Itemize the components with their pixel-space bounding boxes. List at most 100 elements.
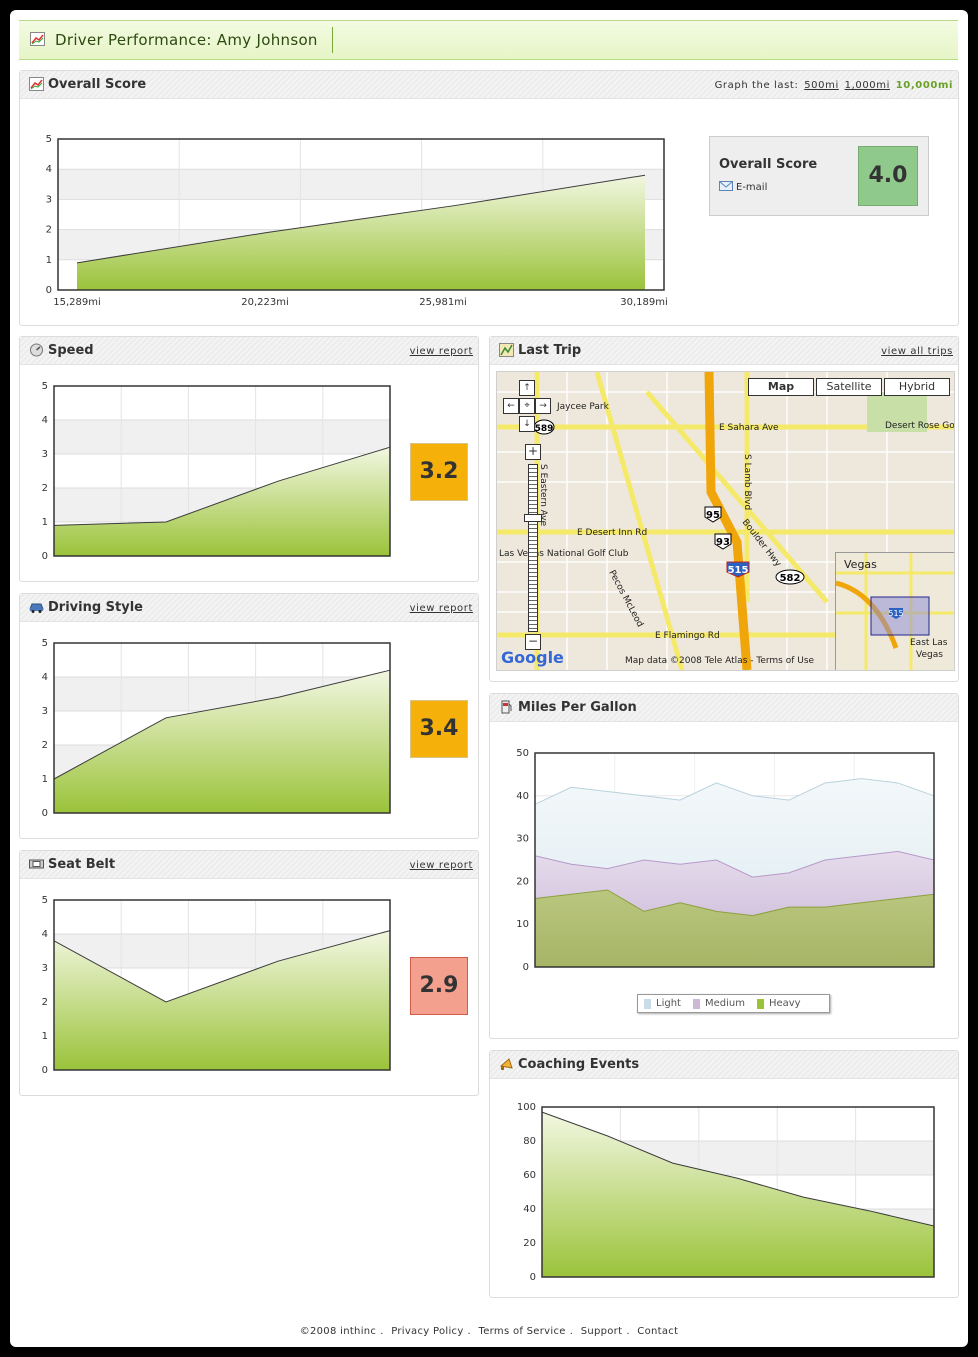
zoom-slider[interactable] xyxy=(528,464,538,632)
svg-text:E Sahara Ave: E Sahara Ave xyxy=(719,423,779,433)
view-report-link[interactable]: view report xyxy=(409,346,473,357)
megaphone-icon xyxy=(499,1058,513,1070)
pan-up-button[interactable]: ↑ xyxy=(519,380,535,396)
panel-title: Last Trip xyxy=(518,343,582,358)
terms-of-service-link[interactable]: Terms of Service xyxy=(478,1326,566,1337)
y-tick-label: 60 xyxy=(523,1170,536,1181)
seat-belt-panel: Seat Belt view report 0 1 2 3 4 5 2.9 xyxy=(19,850,479,1096)
series-line xyxy=(53,669,391,780)
panel-header: Coaching Events xyxy=(490,1051,958,1079)
map-type-hybrid-button[interactable]: Hybrid xyxy=(884,378,950,396)
seat-belt-icon xyxy=(29,859,44,869)
x-tick-label: 20,223mi xyxy=(241,297,289,308)
contact-link[interactable]: Contact xyxy=(637,1326,679,1337)
privacy-policy-link[interactable]: Privacy Policy xyxy=(391,1326,464,1337)
y-tick-label: 40 xyxy=(523,1204,536,1215)
y-tick-label: 0 xyxy=(42,551,48,562)
y-tick-label: 2 xyxy=(42,740,48,751)
graph-range-selector: Graph the last: 500mi 1,000mi 10,000mi xyxy=(715,80,953,91)
map-icon xyxy=(499,343,514,357)
legend-item: Light xyxy=(644,998,681,1009)
panel-title: Miles Per Gallon xyxy=(518,700,637,715)
area-fill xyxy=(542,1112,934,1277)
zoom-slider-handle[interactable] xyxy=(524,514,542,522)
email-link[interactable]: E-mail xyxy=(719,181,767,193)
series-line xyxy=(541,1111,935,1227)
y-tick-label: 3 xyxy=(42,963,48,974)
trip-map[interactable]: 95 93 515 582 589 E Sahara Ave E Desert … xyxy=(496,371,955,671)
y-tick-label: 1 xyxy=(42,1031,48,1042)
plot-frame xyxy=(53,642,391,814)
envelope-icon xyxy=(719,181,733,191)
map-pan-control[interactable]: ↑ ← ⌖ → ↓ xyxy=(503,380,551,432)
page-header: Driver Performance: Amy Johnson xyxy=(19,20,958,60)
map-type-map-button[interactable]: Map xyxy=(748,378,814,396)
panel-title: Driving Style xyxy=(48,600,143,615)
y-tick-label: 20 xyxy=(523,1238,536,1249)
pan-right-button[interactable]: → xyxy=(535,398,551,414)
range-10000mi-link[interactable]: 10,000mi xyxy=(895,80,953,91)
speed-score: 3.2 xyxy=(410,443,468,501)
zoom-in-button[interactable]: + xyxy=(525,444,541,460)
coaching-events-panel: Coaching Events 0 20 40 60 80 100 xyxy=(489,1050,959,1298)
header-divider xyxy=(332,27,333,53)
miles-per-gallon-chart: 0 10 20 30 40 50 xyxy=(516,748,935,973)
car-icon xyxy=(29,603,44,613)
zoom-out-button[interactable]: − xyxy=(525,634,541,650)
page-footer: ©2008 inthinc. Privacy Policy. Terms of … xyxy=(299,1326,679,1337)
panel-header: Overall Score Graph the last: 500mi 1,00… xyxy=(20,71,958,99)
chart-legend: Light Medium Heavy xyxy=(637,994,830,1013)
pan-down-button[interactable]: ↓ xyxy=(519,416,535,432)
email-label: E-mail xyxy=(736,182,768,193)
overall-score-value: 4.0 xyxy=(858,146,918,206)
y-tick-label: 4 xyxy=(42,415,48,426)
speed-chart: 0 1 2 3 4 5 xyxy=(42,381,391,562)
svg-text:Desert Rose Golf Course: Desert Rose Golf Course xyxy=(885,421,954,431)
view-report-link[interactable]: view report xyxy=(409,603,473,614)
range-500mi-link[interactable]: 500mi xyxy=(804,80,839,91)
y-tick-label: 4 xyxy=(42,672,48,683)
overview-map[interactable]: 515 Vegas East Las Vegas xyxy=(835,552,954,670)
y-tick-label: 3 xyxy=(42,449,48,460)
plot-frame xyxy=(541,1106,935,1278)
pan-left-button[interactable]: ← xyxy=(503,398,519,414)
area-fill xyxy=(77,175,645,290)
y-tick-label: 0 xyxy=(42,808,48,819)
y-tick-label: 5 xyxy=(42,895,48,906)
series-line-heavy xyxy=(534,889,935,917)
area-fill xyxy=(54,670,390,813)
y-tick-label: 1 xyxy=(42,517,48,528)
y-tick-label: 10 xyxy=(516,919,529,930)
pan-center-button[interactable]: ⌖ xyxy=(519,398,535,414)
y-tick-label: 3 xyxy=(42,706,48,717)
svg-text:S Eastern Ave: S Eastern Ave xyxy=(538,464,548,527)
svg-text:S Lamb Blvd: S Lamb Blvd xyxy=(742,454,752,510)
y-tick-label: 4 xyxy=(42,929,48,940)
y-tick-label: 40 xyxy=(516,791,529,802)
x-tick-label: 15,289mi xyxy=(53,297,101,308)
overall-score-card: Overall Score E-mail 4.0 xyxy=(709,136,929,216)
svg-text:95: 95 xyxy=(706,510,720,521)
series-line-medium xyxy=(534,850,935,878)
plot-frame xyxy=(53,385,391,557)
range-1000mi-link[interactable]: 1,000mi xyxy=(844,80,890,91)
speed-panel: Speed view report 0 1 2 3 4 5 3.2 xyxy=(19,336,479,582)
view-all-trips-link[interactable]: view all trips xyxy=(881,346,953,357)
x-tick-label: 30,189mi xyxy=(620,297,668,308)
svg-text:Vegas: Vegas xyxy=(844,558,877,571)
y-tick-label: 30 xyxy=(516,834,529,845)
copyright-text: ©2008 inthinc xyxy=(299,1326,377,1337)
map-type-satellite-button[interactable]: Satellite xyxy=(816,378,882,396)
y-tick-label: 0 xyxy=(42,1065,48,1076)
support-link[interactable]: Support xyxy=(580,1326,623,1337)
plot-frame xyxy=(534,752,935,968)
view-report-link[interactable]: view report xyxy=(409,860,473,871)
panel-title: Speed xyxy=(48,343,94,358)
y-tick-label: 50 xyxy=(516,748,529,759)
y-tick-label: 1 xyxy=(46,255,52,266)
last-trip-panel: Last Trip view all trips xyxy=(489,336,959,682)
svg-text:East Las: East Las xyxy=(910,638,948,648)
y-tick-label: 5 xyxy=(42,638,48,649)
y-tick-label: 2 xyxy=(46,225,52,236)
series-line xyxy=(76,174,646,264)
